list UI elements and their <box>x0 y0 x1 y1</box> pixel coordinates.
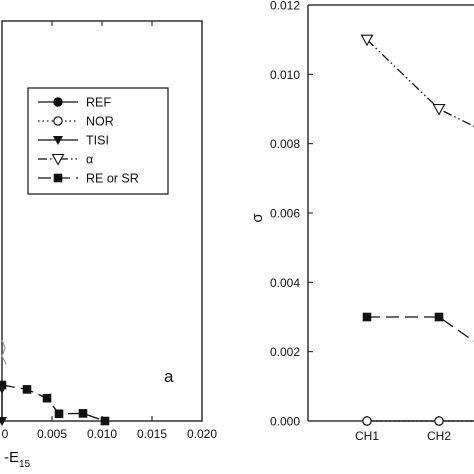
series-line-b-1 <box>367 316 474 342</box>
data-point-b-0 <box>360 34 374 47</box>
legend-label-4: RE or SR <box>86 172 139 186</box>
legend-marker-4 <box>53 173 63 183</box>
legend-label-2: TISI <box>86 134 109 148</box>
x-tick-label-b: CH2 <box>427 429 451 443</box>
legend-marker-3 <box>51 153 65 166</box>
data-point-a-0 <box>78 409 88 418</box>
y-tick-label-b: 0.008 <box>270 137 300 151</box>
data-point-b-1 <box>362 312 372 322</box>
data-point-a-0 <box>54 409 64 419</box>
legend-marker-2 <box>53 136 63 145</box>
plot-frame-a <box>1 20 203 422</box>
y-tick-label-b: 0.012 <box>270 0 300 13</box>
data-point-b-0 <box>432 103 446 116</box>
legend-marker-0 <box>53 97 63 107</box>
x-axis-title-prefix: -E <box>4 449 19 466</box>
x-tick-label-a: 0.005 <box>37 427 67 441</box>
data-point-a-0 <box>42 393 52 403</box>
x-axis-title-subscript: 15 <box>19 459 31 470</box>
series-line-a-0 <box>1 384 106 422</box>
y-tick-label-b: 0.002 <box>270 345 300 359</box>
panel-a: 0 0.005 0.010 0.015 0.020 -E15 a REF NOR TISI α RE … <box>0 20 217 470</box>
data-point-b-3 <box>362 416 372 426</box>
legend-label-0: REF <box>86 96 111 110</box>
y-axis-title-b: σ <box>249 213 266 223</box>
x-tick-label-a: 0.015 <box>137 427 167 441</box>
y-tick-label-b: 0.010 <box>270 68 300 82</box>
panel-letter-a: a <box>164 367 174 386</box>
y-tick-label-b: 0.004 <box>270 276 300 290</box>
legend-label-3: α <box>86 153 93 167</box>
series-line-b-0 <box>366 39 474 127</box>
data-point-b-1 <box>434 312 444 322</box>
x-axis-title-a: -E15 <box>4 449 31 470</box>
x-tick-label-b: CH1 <box>355 429 379 443</box>
data-point-a-1 <box>0 417 7 426</box>
legend-label-1: NOR <box>86 115 114 129</box>
clipped-curve-fragment <box>1 339 7 365</box>
x-tick-label-a: 0 <box>2 427 9 441</box>
x-tick-label-a: 0.010 <box>87 427 117 441</box>
y-tick-label-b: 0.006 <box>270 207 300 221</box>
legend-marker-1 <box>53 116 63 126</box>
data-point-a-1 <box>0 385 7 394</box>
y-tick-label-b: 0.000 <box>270 415 300 429</box>
data-point-a-0 <box>22 385 32 394</box>
panel-b: 0.000 0.002 0.004 0.006 0.008 0.010 0.012 CH1 CH… <box>249 0 474 443</box>
data-point-b-3 <box>434 416 444 426</box>
legend-box <box>27 87 169 195</box>
x-tick-label-a: 0.020 <box>187 427 217 441</box>
data-point-a-0 <box>100 416 110 426</box>
